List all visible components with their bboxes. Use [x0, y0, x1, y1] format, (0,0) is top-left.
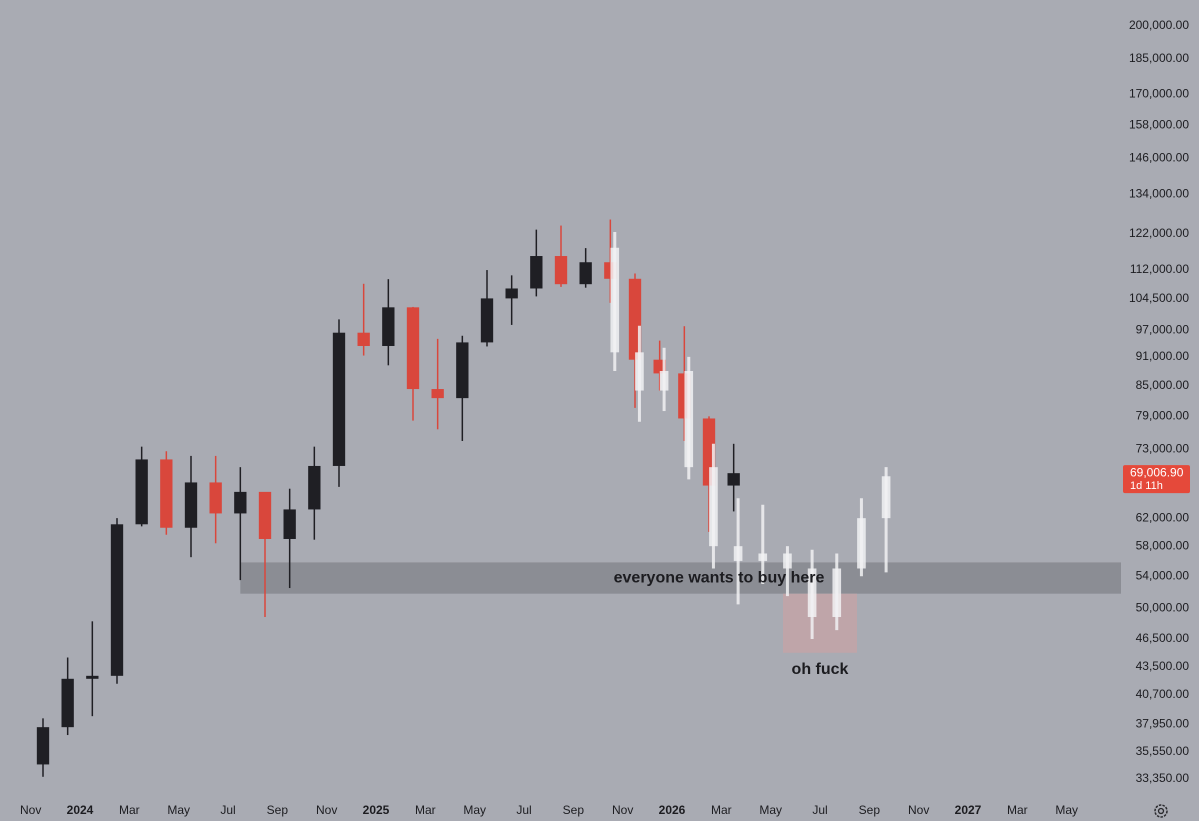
y-tick-label: 79,000.00 — [1136, 409, 1190, 423]
projection-body — [709, 467, 718, 547]
y-tick-label: 40,700.00 — [1136, 687, 1190, 701]
x-tick-label: 2025 — [363, 803, 390, 817]
x-tick-label: 2024 — [67, 803, 94, 817]
annotation-zone — [783, 593, 857, 653]
candle-body — [36, 727, 50, 765]
x-tick-label: Sep — [563, 803, 585, 817]
x-tick-label: May — [1055, 803, 1078, 817]
x-tick-label: Jul — [516, 803, 531, 817]
candle-body — [480, 298, 494, 343]
x-tick-label: Nov — [316, 803, 337, 817]
candle-body — [530, 256, 543, 289]
candle-body — [283, 509, 296, 539]
candle-body — [86, 675, 99, 679]
x-tick-label: 2026 — [659, 803, 686, 817]
x-tick-label: Mar — [119, 803, 140, 817]
y-tick-label: 122,000.00 — [1129, 226, 1189, 240]
annotation-zone — [240, 562, 1122, 594]
y-tick-label: 50,000.00 — [1136, 601, 1190, 615]
candle-body — [184, 482, 198, 528]
candle-body — [135, 459, 148, 525]
candle-body — [308, 465, 321, 510]
candle-body — [209, 482, 222, 514]
y-tick-label: 35,550.00 — [1136, 744, 1190, 758]
y-tick-label: 134,000.00 — [1129, 187, 1189, 201]
candle-body — [554, 256, 568, 285]
y-tick-label: 146,000.00 — [1129, 150, 1189, 164]
y-tick-label: 91,000.00 — [1136, 349, 1190, 363]
y-tick-label: 158,000.00 — [1129, 117, 1189, 131]
y-tick-label: 85,000.00 — [1136, 378, 1190, 392]
candle-body — [234, 491, 247, 514]
projection-body — [832, 568, 842, 618]
countdown-label: 1d 11h — [1130, 480, 1163, 492]
x-tick-label: Nov — [612, 803, 633, 817]
x-tick-label: Nov — [908, 803, 929, 817]
last-price-tag — [1123, 465, 1190, 494]
annotations — [240, 562, 1122, 653]
y-tick-label: 73,000.00 — [1136, 442, 1190, 456]
x-tick-label: Nov — [20, 803, 41, 817]
gear-center — [1157, 807, 1165, 815]
candle-body — [110, 524, 124, 676]
y-tick-label: 170,000.00 — [1129, 87, 1189, 101]
x-tick-label: Jul — [812, 803, 827, 817]
projection-body — [610, 247, 620, 353]
x-tick-label: May — [167, 803, 190, 817]
candle-body — [456, 342, 469, 399]
candle-body — [406, 307, 420, 390]
x-tick-label: 2027 — [955, 803, 982, 817]
candle-body — [61, 678, 74, 728]
x-tick-label: Mar — [415, 803, 436, 817]
y-tick-label: 104,500.00 — [1129, 291, 1189, 305]
y-tick-label: 97,000.00 — [1136, 322, 1190, 336]
x-tick-label: Sep — [859, 803, 881, 817]
projection-body — [758, 553, 768, 561]
projection-body — [659, 371, 669, 391]
candle-body — [727, 473, 740, 486]
last-price-label: 69,006.90 — [1130, 465, 1184, 479]
candle-body — [505, 288, 518, 299]
settings-icon[interactable] — [1154, 804, 1168, 818]
y-tick-label: 33,350.00 — [1136, 771, 1190, 785]
projection-body — [783, 553, 792, 569]
annotation-text: everyone wants to buy here — [614, 569, 825, 586]
y-tick-label: 62,000.00 — [1136, 510, 1190, 524]
x-tick-label: Mar — [1007, 803, 1028, 817]
y-tick-label: 112,000.00 — [1130, 262, 1189, 276]
projection-body — [857, 518, 866, 569]
x-tick-label: May — [759, 803, 782, 817]
candle-body — [579, 262, 592, 285]
candle-body — [431, 389, 444, 399]
y-tick-label: 43,500.00 — [1136, 659, 1190, 673]
y-tick-label: 200,000.00 — [1129, 18, 1189, 32]
projection-body — [684, 371, 694, 468]
y-tick-label: 46,500.00 — [1136, 631, 1190, 645]
candle-body — [332, 332, 346, 466]
x-tick-label: Mar — [711, 803, 732, 817]
candle-body — [160, 459, 173, 528]
projection-body — [881, 476, 891, 519]
y-tick-label: 54,000.00 — [1136, 568, 1190, 582]
x-tick-label: Sep — [267, 803, 289, 817]
y-tick-label: 58,000.00 — [1136, 538, 1190, 552]
y-tick-label: 185,000.00 — [1129, 51, 1189, 65]
projection-body — [807, 568, 817, 618]
candle-body — [258, 491, 272, 539]
x-tick-label: Jul — [220, 803, 235, 817]
gear-outline — [1154, 804, 1168, 818]
candle-body — [382, 307, 395, 346]
candle-body — [357, 332, 370, 346]
annotation-text: oh fuck — [792, 661, 849, 678]
projection-body — [635, 352, 644, 391]
y-tick-label: 37,950.00 — [1136, 717, 1190, 731]
x-tick-label: May — [463, 803, 486, 817]
projection-body — [733, 546, 743, 561]
